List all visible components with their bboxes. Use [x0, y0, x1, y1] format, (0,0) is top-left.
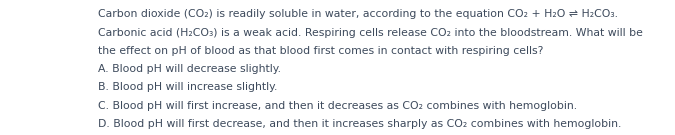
Text: A. Blood pH will decrease slightly.: A. Blood pH will decrease slightly. [98, 64, 281, 74]
Text: D. Blood pH will first decrease, and then it increases sharply as CO₂ combines w: D. Blood pH will first decrease, and the… [98, 119, 621, 129]
Text: Carbon dioxide (CO₂) is readily soluble in water, according to the equation CO₂ : Carbon dioxide (CO₂) is readily soluble … [98, 9, 618, 19]
Text: B. Blood pH will increase slightly.: B. Blood pH will increase slightly. [98, 82, 277, 92]
Text: C. Blood pH will first increase, and then it decreases as CO₂ combines with hemo: C. Blood pH will first increase, and the… [98, 101, 577, 111]
Text: Carbonic acid (H₂CO₃) is a weak acid. Respiring cells release CO₂ into the blood: Carbonic acid (H₂CO₃) is a weak acid. Re… [98, 28, 643, 38]
Text: the effect on pH of blood as that blood first comes in contact with respiring ce: the effect on pH of blood as that blood … [98, 46, 543, 56]
